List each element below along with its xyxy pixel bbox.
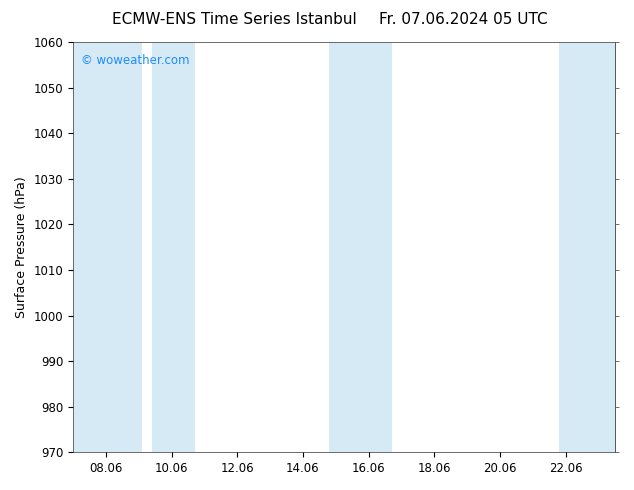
- Bar: [152, 42, 195, 452]
- Y-axis label: Surface Pressure (hPa): Surface Pressure (hPa): [15, 176, 28, 318]
- Bar: [559, 42, 615, 452]
- Text: © woweather.com: © woweather.com: [81, 54, 190, 67]
- Text: Fr. 07.06.2024 05 UTC: Fr. 07.06.2024 05 UTC: [378, 12, 547, 27]
- Text: ECMW-ENS Time Series Istanbul: ECMW-ENS Time Series Istanbul: [112, 12, 357, 27]
- Bar: [73, 42, 142, 452]
- Bar: [329, 42, 392, 452]
